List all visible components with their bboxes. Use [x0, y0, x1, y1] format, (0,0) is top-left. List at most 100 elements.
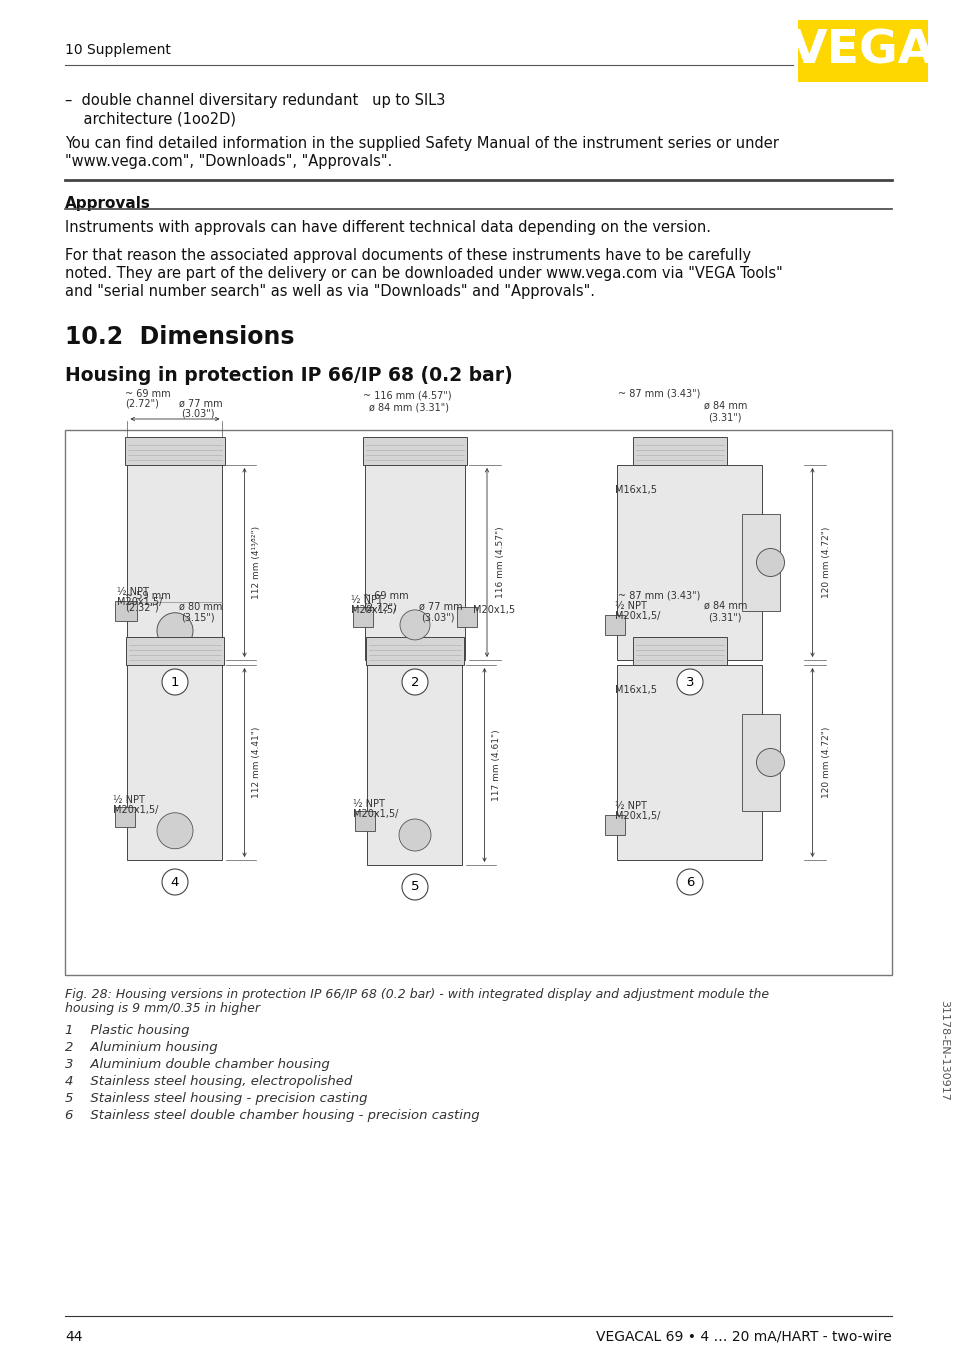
Circle shape: [677, 869, 702, 895]
Text: 10.2  Dimensions: 10.2 Dimensions: [65, 325, 294, 349]
Bar: [617, 464, 761, 659]
Circle shape: [756, 548, 783, 577]
Text: 6    Stainless steel double chamber housing - precision casting: 6 Stainless steel double chamber housing…: [65, 1109, 479, 1122]
Circle shape: [401, 873, 428, 900]
Bar: [128, 464, 222, 659]
Text: (3.31"): (3.31"): [707, 612, 740, 621]
Text: 3: 3: [685, 676, 694, 688]
Bar: [353, 607, 373, 627]
Text: For that reason the associated approval documents of these instruments have to b: For that reason the associated approval …: [65, 248, 750, 263]
Circle shape: [401, 669, 428, 695]
Text: M16x1,5: M16x1,5: [615, 685, 657, 695]
Circle shape: [157, 812, 193, 849]
Text: 1    Plastic housing: 1 Plastic housing: [65, 1024, 190, 1037]
Circle shape: [677, 669, 702, 695]
Circle shape: [162, 869, 188, 895]
FancyBboxPatch shape: [797, 20, 927, 83]
Text: 4: 4: [171, 876, 179, 888]
Text: –  double channel diversitary redundant   up to SIL3: – double channel diversitary redundant u…: [65, 93, 445, 108]
Bar: [605, 815, 625, 835]
Text: housing is 9 mm/0.35 in higher: housing is 9 mm/0.35 in higher: [65, 1002, 260, 1016]
Text: VEGACAL 69 • 4 … 20 mA/HART - two-wire: VEGACAL 69 • 4 … 20 mA/HART - two-wire: [596, 1330, 891, 1345]
Text: Housing in protection IP 66/IP 68 (0.2 bar): Housing in protection IP 66/IP 68 (0.2 b…: [65, 366, 512, 385]
Text: 1: 1: [171, 676, 179, 688]
Text: 6: 6: [685, 876, 694, 888]
Text: and "serial number search" as well as via "Downloads" and "Approvals".: and "serial number search" as well as vi…: [65, 284, 595, 299]
Text: ~ 116 mm (4.57"): ~ 116 mm (4.57"): [363, 391, 451, 401]
Bar: [125, 437, 225, 464]
Bar: [605, 615, 625, 635]
Text: ~ 87 mm (3.43"): ~ 87 mm (3.43"): [618, 590, 700, 601]
Text: 112 mm (4¹³⁄³²"): 112 mm (4¹³⁄³²"): [252, 525, 261, 598]
Text: 120 mm (4.72"): 120 mm (4.72"): [821, 527, 830, 598]
Text: (2.72"): (2.72"): [126, 399, 159, 409]
Bar: [617, 665, 761, 860]
Bar: [367, 665, 462, 865]
Text: ½ NPT: ½ NPT: [117, 588, 150, 597]
Bar: [632, 636, 726, 665]
Text: (3.15"): (3.15"): [181, 612, 214, 621]
Text: M20x1,5/: M20x1,5/: [117, 597, 163, 607]
Text: ½ NPT: ½ NPT: [615, 601, 647, 611]
Text: "www.vega.com", "Downloads", "Approvals".: "www.vega.com", "Downloads", "Approvals"…: [65, 154, 392, 169]
Text: M20x1,5/: M20x1,5/: [354, 808, 398, 819]
Text: 112 mm (4.41"): 112 mm (4.41"): [252, 727, 261, 799]
Text: ~ 59 mm: ~ 59 mm: [126, 590, 172, 601]
Text: ø 84 mm: ø 84 mm: [703, 601, 746, 611]
Text: 44: 44: [65, 1330, 82, 1345]
Text: ½ NPT: ½ NPT: [351, 596, 382, 605]
Text: You can find detailed information in the supplied Safety Manual of the instrumen: You can find detailed information in the…: [65, 135, 778, 152]
Text: M20x1,5/: M20x1,5/: [351, 605, 395, 615]
Text: (3.03"): (3.03"): [181, 409, 214, 418]
Text: M20x1,5/: M20x1,5/: [113, 806, 159, 815]
Text: 2: 2: [411, 676, 418, 688]
Text: Approvals: Approvals: [65, 196, 151, 211]
Bar: [363, 437, 467, 464]
Text: ½ NPT: ½ NPT: [615, 802, 647, 811]
Circle shape: [157, 613, 193, 649]
Bar: [741, 513, 780, 611]
Text: 31178-EN-130917: 31178-EN-130917: [938, 999, 948, 1101]
Text: ½ NPT: ½ NPT: [113, 795, 145, 806]
Text: ~ 87 mm (3.43"): ~ 87 mm (3.43"): [618, 389, 700, 399]
Text: 10 Supplement: 10 Supplement: [65, 43, 171, 57]
Text: ø 77 mm: ø 77 mm: [179, 399, 222, 409]
Text: Fig. 28: Housing versions in protection IP 66/IP 68 (0.2 bar) - with integrated : Fig. 28: Housing versions in protection …: [65, 988, 768, 1001]
Circle shape: [398, 819, 431, 852]
Bar: [115, 601, 137, 621]
Bar: [65, 431, 891, 975]
Text: (3.31"): (3.31"): [707, 412, 740, 422]
Circle shape: [162, 669, 188, 695]
Text: architecture (1oo2D): architecture (1oo2D): [65, 111, 235, 126]
Text: (3.03"): (3.03"): [420, 612, 454, 621]
Text: 116 mm (4.57"): 116 mm (4.57"): [496, 527, 505, 598]
Circle shape: [756, 749, 783, 776]
Bar: [365, 464, 464, 659]
Text: ½ NPT: ½ NPT: [354, 799, 385, 808]
Text: 5: 5: [411, 880, 418, 894]
Bar: [355, 811, 375, 831]
Text: 120 mm (4.72"): 120 mm (4.72"): [821, 727, 830, 799]
Text: M20x1,5/: M20x1,5/: [615, 611, 660, 621]
Text: ø 84 mm: ø 84 mm: [703, 401, 746, 412]
Text: (2.72"): (2.72"): [363, 603, 396, 612]
Text: 117 mm (4.61"): 117 mm (4.61"): [492, 730, 500, 800]
Bar: [115, 807, 135, 827]
Text: (2.32"): (2.32"): [126, 603, 159, 612]
Text: 2    Aluminium housing: 2 Aluminium housing: [65, 1041, 217, 1053]
Text: M16x1,5: M16x1,5: [615, 485, 657, 496]
Circle shape: [399, 609, 430, 640]
Text: 4    Stainless steel housing, electropolished: 4 Stainless steel housing, electropolish…: [65, 1075, 352, 1089]
Text: ~ 69 mm: ~ 69 mm: [126, 389, 171, 399]
Text: 5    Stainless steel housing - precision casting: 5 Stainless steel housing - precision ca…: [65, 1091, 367, 1105]
Text: M20x1,5/: M20x1,5/: [615, 811, 660, 821]
Text: ~ 69 mm: ~ 69 mm: [363, 590, 408, 601]
Text: ø 84 mm (3.31"): ø 84 mm (3.31"): [369, 403, 449, 413]
Bar: [632, 437, 726, 464]
Bar: [128, 665, 222, 860]
Text: Instruments with approvals can have different technical data depending on the ve: Instruments with approvals can have diff…: [65, 219, 710, 236]
Bar: [456, 607, 476, 627]
Bar: [126, 636, 224, 665]
Text: M20x1,5: M20x1,5: [473, 605, 515, 615]
Bar: [365, 636, 464, 665]
